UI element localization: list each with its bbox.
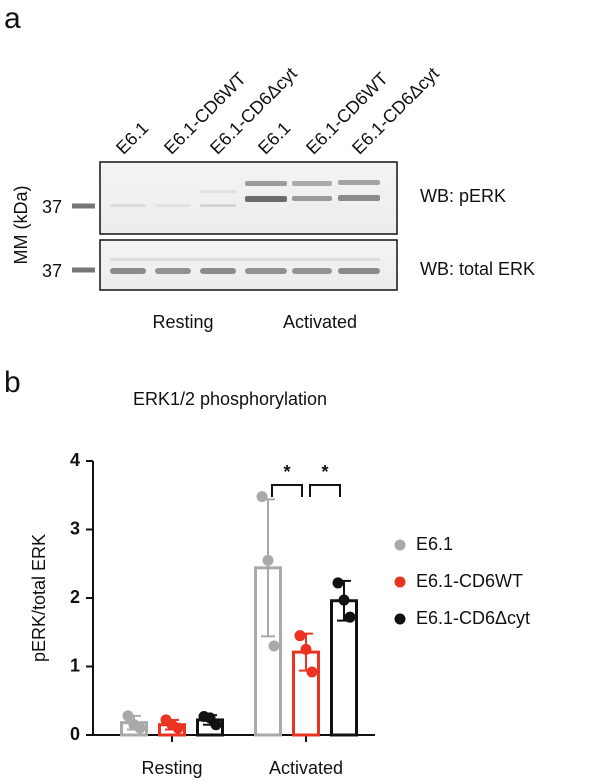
marker-label: 37 bbox=[42, 261, 62, 281]
data-point bbox=[122, 710, 134, 722]
legend-label: E6.1 bbox=[416, 534, 453, 554]
legend-label: E6.1-CD6Δcyt bbox=[416, 608, 530, 628]
data-point bbox=[262, 554, 274, 566]
data-point bbox=[338, 594, 350, 606]
blot-frame bbox=[99, 239, 398, 291]
data-point bbox=[332, 577, 344, 589]
mm-label: MM (kDa) bbox=[11, 186, 31, 265]
lane-label: E6.1 bbox=[254, 118, 294, 158]
y-tick-label: 2 bbox=[70, 587, 80, 607]
x-tick-label: Resting bbox=[141, 758, 202, 778]
data-point bbox=[134, 722, 146, 734]
significance-bracket bbox=[309, 484, 341, 497]
group-label: Resting bbox=[152, 312, 213, 332]
data-point bbox=[256, 491, 268, 503]
data-point bbox=[300, 643, 312, 655]
group-label: Activated bbox=[283, 312, 357, 332]
legend-marker bbox=[394, 576, 406, 588]
panel-label: b bbox=[4, 366, 21, 399]
blot bbox=[72, 161, 398, 291]
y-tick-label: 4 bbox=[70, 450, 80, 470]
legend-marker bbox=[394, 539, 406, 551]
y-tick-label: 1 bbox=[70, 655, 80, 675]
panel-label: a bbox=[4, 2, 21, 35]
y-axis-label: pERK/total ERK bbox=[29, 534, 49, 662]
data-point bbox=[210, 719, 222, 731]
significance-label: * bbox=[283, 462, 290, 482]
data-point bbox=[172, 722, 184, 734]
data-point bbox=[294, 630, 306, 642]
legend-marker bbox=[394, 613, 406, 625]
data-point bbox=[306, 666, 318, 678]
row-label: WB: total ERK bbox=[420, 259, 535, 279]
marker-label: 37 bbox=[42, 197, 62, 217]
chart: ERK1/2 phosphorylation pERK/total ERK 0 1 2 3… bbox=[29, 389, 530, 778]
data-point bbox=[344, 611, 356, 623]
y-tick-label: 3 bbox=[70, 518, 80, 538]
y-tick-label: 0 bbox=[70, 724, 80, 744]
lane-label: E6.1 bbox=[112, 118, 152, 158]
x-tick-label: Activated bbox=[269, 758, 343, 778]
bands bbox=[110, 180, 380, 274]
significance-bracket bbox=[271, 484, 303, 497]
data-point bbox=[268, 640, 280, 652]
significance-label: * bbox=[321, 462, 328, 482]
row-label: WB: pERK bbox=[420, 186, 506, 206]
chart-title: ERK1/2 phosphorylation bbox=[133, 389, 327, 409]
legend-label: E6.1-CD6WT bbox=[416, 571, 523, 591]
